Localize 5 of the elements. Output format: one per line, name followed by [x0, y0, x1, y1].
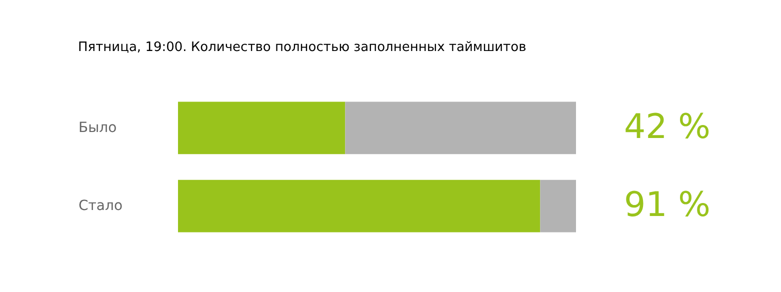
- y-tick-label: Стало: [78, 198, 123, 214]
- data-label: 42 %: [624, 106, 710, 147]
- data-label: 91 %: [624, 185, 710, 226]
- chart-title: Пятница, 19:00. Количество полностью заполненных таймшитов: [78, 40, 526, 55]
- y-tick-label: Было: [78, 120, 117, 136]
